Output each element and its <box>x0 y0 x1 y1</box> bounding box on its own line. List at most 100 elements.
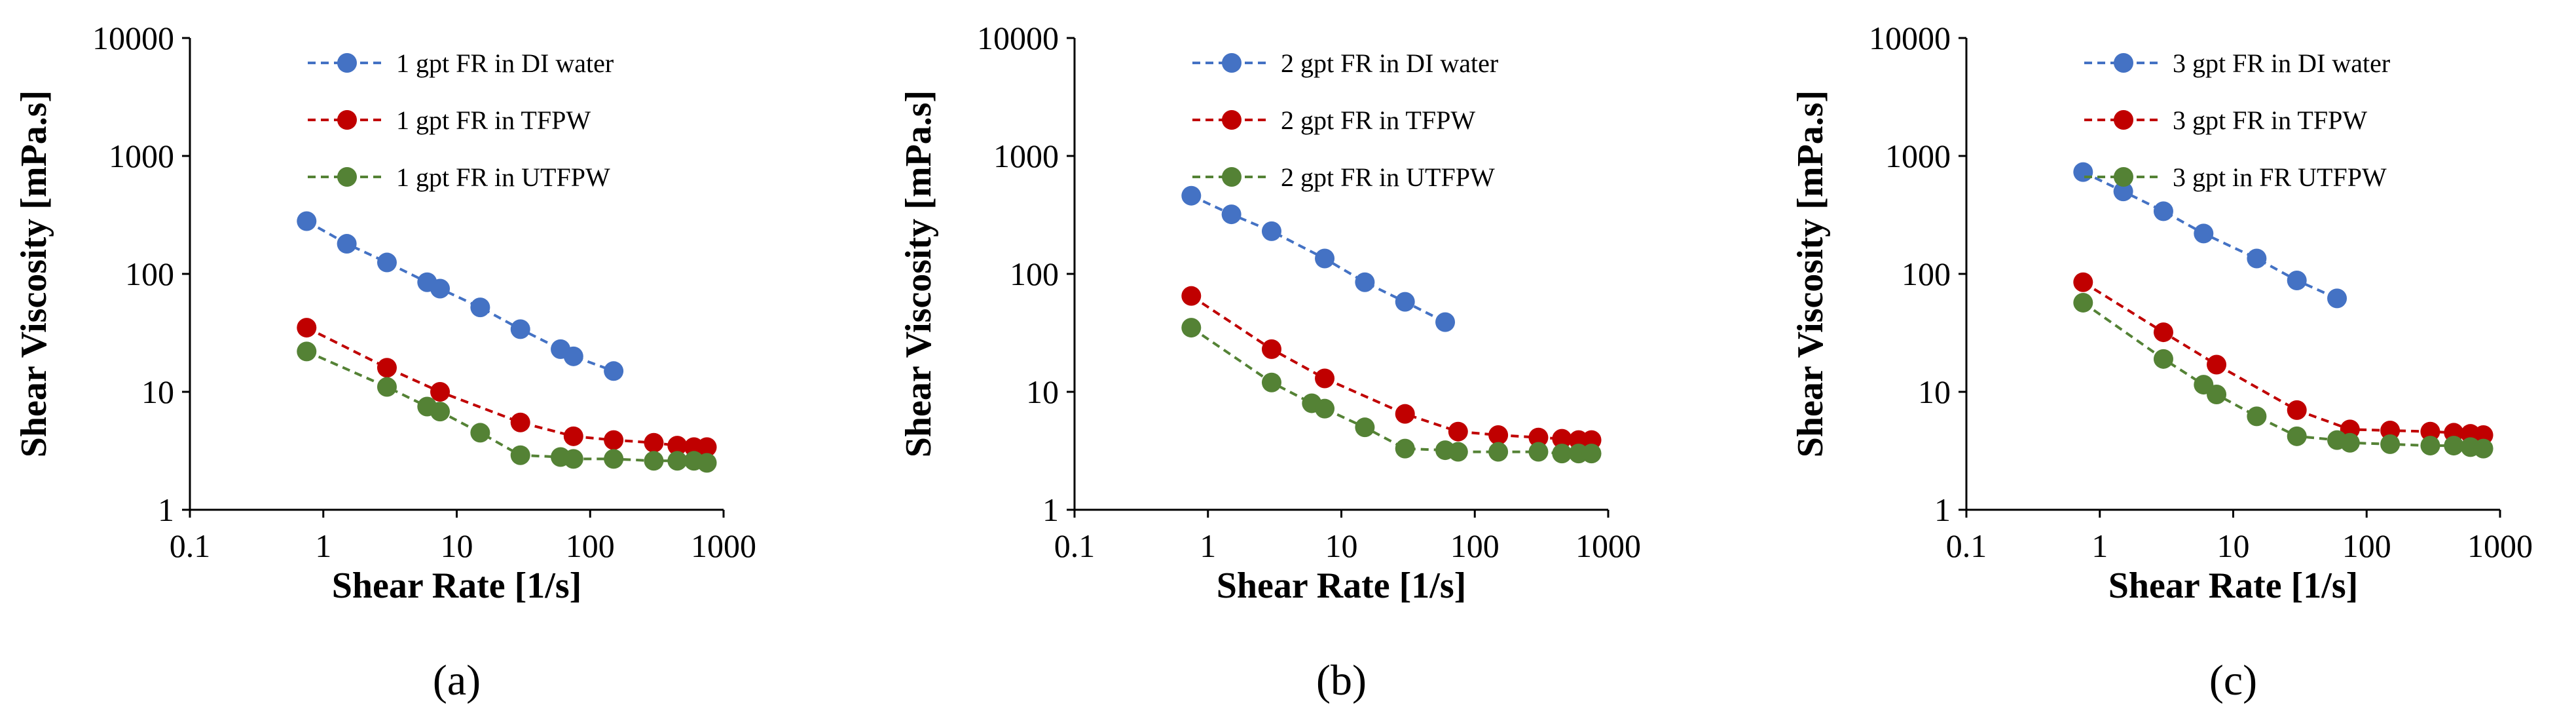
legend-label: 1 gpt FR in TFPW <box>396 105 591 135</box>
y-tick-label: 10000 <box>977 20 1059 56</box>
data-point <box>2340 432 2360 453</box>
x-tick-label: 10 <box>1325 527 1358 564</box>
legend-label: 2 gpt FR in UTFPW <box>1281 162 1495 192</box>
data-point <box>644 432 664 453</box>
data-point <box>1581 444 1602 464</box>
x-axis-label: Shear Rate [1/s] <box>2108 565 2359 606</box>
data-point <box>2420 436 2440 456</box>
x-tick-label: 100 <box>566 527 615 564</box>
legend-marker <box>2114 167 2133 187</box>
data-point <box>1395 404 1415 424</box>
legend-label: 3 gpt FR in TFPW <box>2173 105 2367 135</box>
legend-entry: 1 gpt FR in DI water <box>308 48 614 78</box>
x-axis-label: Shear Rate [1/s] <box>1217 565 1467 606</box>
panel-caption: (a) <box>433 657 481 704</box>
data-point <box>430 278 451 299</box>
legend-label: 3 gpt in FR UTFPW <box>2173 162 2387 192</box>
series-green <box>2073 292 2493 459</box>
x-tick-label: 100 <box>2342 527 2391 564</box>
data-point <box>2473 425 2493 445</box>
x-tick-label: 1000 <box>2467 527 2533 564</box>
series-green <box>1181 318 1602 464</box>
data-point <box>1448 421 1468 442</box>
y-axis-label: Shear Viscosity [mPa.s] <box>898 90 939 458</box>
legend-entry: 2 gpt FR in TFPW <box>1192 105 1475 135</box>
legend-marker <box>2114 53 2133 73</box>
y-tick-label: 10 <box>141 373 174 410</box>
data-point <box>1181 185 1202 206</box>
legend-marker <box>2114 110 2133 130</box>
data-point <box>1395 438 1415 459</box>
data-point <box>1315 398 1335 419</box>
data-point <box>2153 349 2173 369</box>
legend-entry: 2 gpt FR in UTFPW <box>1192 162 1495 192</box>
data-point <box>2380 421 2401 441</box>
legend-marker <box>1222 53 1242 73</box>
legend-entry: 3 gpt FR in DI water <box>2084 48 2390 78</box>
y-tick-label: 1000 <box>1885 138 1951 174</box>
x-tick-label: 1000 <box>691 527 756 564</box>
data-point <box>1528 427 1549 448</box>
legend-marker <box>337 53 357 73</box>
y-tick-label: 100 <box>1902 256 1951 292</box>
x-axis-label: Shear Rate [1/s] <box>332 565 582 606</box>
data-point <box>297 318 317 338</box>
y-tick-label: 100 <box>125 256 174 292</box>
y-tick-label: 10000 <box>92 20 174 56</box>
data-point <box>667 451 688 471</box>
data-point <box>2247 406 2267 427</box>
data-point <box>377 358 397 378</box>
data-point <box>430 402 451 422</box>
data-point <box>644 451 664 471</box>
y-tick-label: 1000 <box>109 138 174 174</box>
data-point <box>1261 339 1281 359</box>
data-point <box>1488 442 1509 462</box>
y-tick-label: 10000 <box>1869 20 1951 56</box>
data-point <box>377 252 397 273</box>
data-point <box>2207 354 2227 375</box>
x-tick-label: 10 <box>2217 527 2250 564</box>
data-point <box>470 297 490 318</box>
legend-marker <box>1222 110 1242 130</box>
legend-entry: 2 gpt FR in DI water <box>1192 48 1498 78</box>
data-point <box>1261 372 1281 392</box>
x-tick-label: 1 <box>2091 527 2108 564</box>
data-point <box>2113 182 2133 202</box>
data-point <box>1315 368 1335 389</box>
data-point <box>1488 425 1509 445</box>
data-point <box>1181 318 1202 338</box>
data-point <box>377 377 397 397</box>
data-point <box>2194 223 2214 244</box>
data-point <box>1355 272 1375 292</box>
data-point <box>563 426 583 446</box>
data-point <box>297 341 317 362</box>
data-point <box>697 437 717 457</box>
data-point <box>1581 430 1602 450</box>
data-point <box>604 449 624 469</box>
series-green <box>297 341 717 473</box>
series-red <box>297 318 717 457</box>
series-line <box>306 326 707 449</box>
data-point <box>2153 322 2173 343</box>
data-point <box>297 211 317 231</box>
data-point <box>2380 434 2401 454</box>
y-axis-label: Shear Viscosity [mPa.s] <box>14 90 54 458</box>
data-point <box>1395 292 1415 312</box>
series-red <box>1181 286 1602 450</box>
data-point <box>1315 248 1335 269</box>
data-point <box>510 445 530 465</box>
series-blue <box>297 211 624 381</box>
x-tick-label: 1 <box>1200 527 1216 564</box>
x-tick-label: 0.1 <box>1946 527 1987 564</box>
data-point <box>1355 417 1375 438</box>
legend-entry: 1 gpt FR in TFPW <box>308 105 591 135</box>
data-point <box>2153 201 2173 221</box>
legend-marker <box>337 110 357 130</box>
data-point <box>1181 286 1202 306</box>
data-point <box>2287 426 2307 446</box>
panel-caption: (b) <box>1316 657 1367 704</box>
legend-label: 1 gpt FR in UTFPW <box>396 162 610 192</box>
